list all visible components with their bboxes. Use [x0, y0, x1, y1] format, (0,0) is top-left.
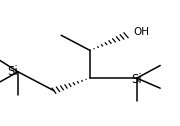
- Text: Si: Si: [7, 65, 18, 78]
- Text: OH: OH: [133, 27, 149, 37]
- Text: Si: Si: [131, 73, 142, 86]
